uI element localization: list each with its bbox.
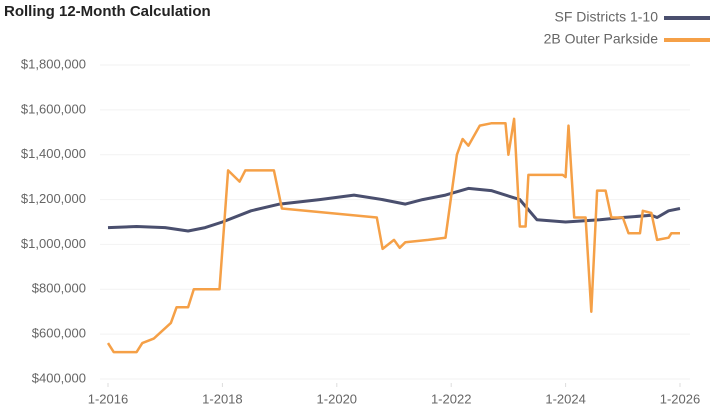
y-tick-label: $400,000 [32, 370, 86, 385]
x-tick-label: 1-2026 [660, 391, 700, 406]
legend-label: SF Districts 1-10 [555, 9, 659, 25]
x-tick-label: 1-2024 [545, 391, 585, 406]
x-tick-label: 1-2018 [202, 391, 242, 406]
chart-title: Rolling 12-Month Calculation [4, 3, 211, 20]
y-tick-label: $1,200,000 [21, 191, 86, 206]
y-tick-label: $800,000 [32, 281, 86, 296]
x-tick-label: 1-2016 [88, 391, 128, 406]
y-tick-label: $1,800,000 [21, 56, 86, 71]
y-tick-label: $600,000 [32, 326, 86, 341]
series-line [106, 117, 680, 354]
y-tick-label: $1,600,000 [21, 101, 86, 116]
series-line [107, 186, 681, 233]
legend-label: 2B Outer Parkside [544, 31, 659, 47]
y-tick-label: $1,000,000 [21, 236, 86, 251]
y-tick-label: $1,400,000 [21, 146, 86, 161]
x-tick-label: 1-2022 [431, 391, 471, 406]
x-tick-label: 1-2020 [317, 391, 357, 406]
